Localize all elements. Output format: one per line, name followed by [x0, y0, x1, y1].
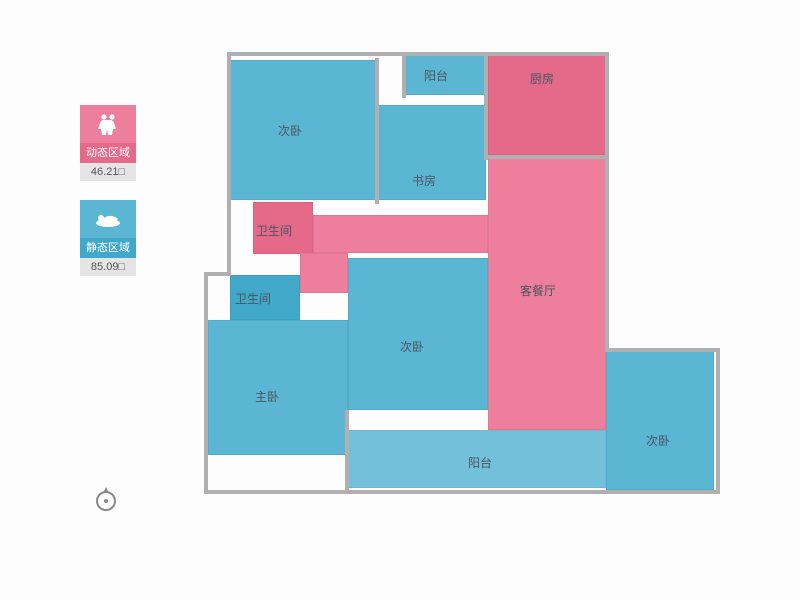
wall-5 — [227, 198, 231, 276]
room-study — [378, 105, 486, 200]
room-bedroom2-top — [230, 60, 378, 200]
compass-icon — [92, 485, 120, 513]
wall-11 — [484, 52, 488, 160]
legend-static: 静态区域85.09□ — [80, 200, 136, 276]
wall-13 — [375, 58, 379, 204]
room-balcony-bottom — [348, 430, 606, 488]
wall-10 — [605, 348, 720, 352]
wall-14 — [484, 155, 608, 159]
floor-plan-stage: 阳台厨房次卧书房卫生间客餐厅卫生间次卧主卧阳台次卧动态区域46.21□静态区域8… — [0, 0, 800, 600]
wall-2 — [605, 52, 609, 352]
room-corridor — [313, 215, 488, 253]
legend-static-title: 静态区域 — [80, 238, 136, 258]
legend-dynamic-value: 46.21□ — [80, 163, 136, 181]
wall-12 — [402, 52, 406, 98]
sleeping-icon — [80, 200, 136, 238]
room-balcony-top — [405, 55, 485, 95]
room-bedroom2-right — [606, 350, 714, 490]
room-kitchen — [488, 55, 606, 155]
wall-8 — [345, 490, 720, 494]
wall-9 — [716, 348, 720, 494]
wall-0 — [227, 52, 609, 56]
wall-7 — [345, 410, 349, 494]
legend-static-value: 85.09□ — [80, 258, 136, 276]
wall-6 — [204, 490, 354, 494]
wall-3 — [204, 272, 208, 492]
room-bedroom2-mid — [348, 258, 488, 410]
room-bath1 — [253, 202, 313, 254]
legend-dynamic: 动态区域46.21□ — [80, 105, 136, 181]
legend-dynamic-title: 动态区域 — [80, 143, 136, 163]
wall-1 — [227, 52, 231, 202]
room-master — [208, 320, 348, 455]
people-icon — [80, 105, 136, 143]
room-bath2 — [230, 275, 300, 320]
room-living — [488, 155, 606, 430]
room-corridor2 — [300, 253, 348, 293]
